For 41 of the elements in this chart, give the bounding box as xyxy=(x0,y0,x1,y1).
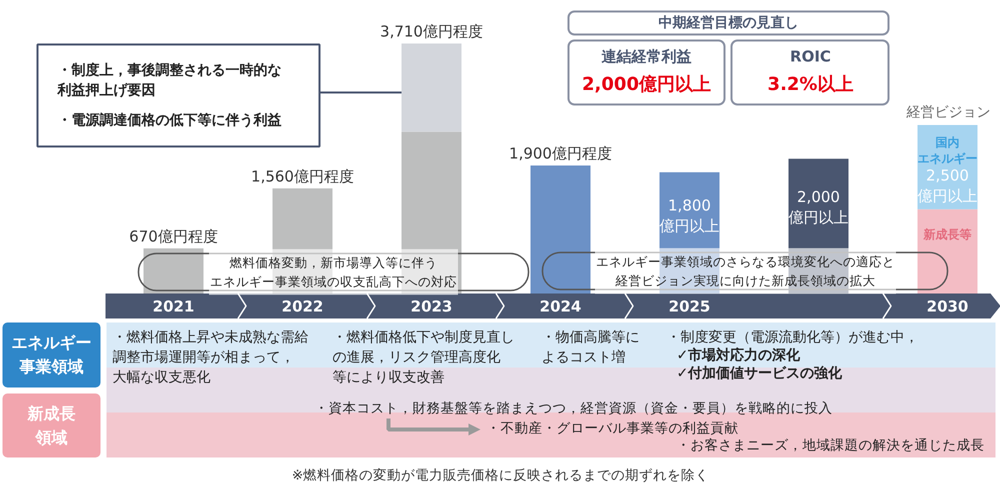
text: 新成長領域 xyxy=(26,404,76,447)
annotation: ・制度上，事後調整される一時的な利益押上げ要因 xyxy=(56,62,282,98)
data-label: 2,000億円以上 xyxy=(788,188,848,227)
text: ✓付加価値サービスの強化 xyxy=(676,366,844,382)
annotation: ・電源調達価格の低下等に伴う利益 xyxy=(58,112,282,128)
bar xyxy=(144,248,204,294)
annotation: 燃料価格変動，新市場導入等に伴うエネルギー事業領域の収支乱高下への対応 xyxy=(210,255,457,289)
text: 中期経営目標の見直し xyxy=(658,15,798,31)
annotation: 連結経常利益 xyxy=(600,48,692,66)
text: ※燃料価格の変動が電力販売価格に反映されるまでの期ずれを除く xyxy=(292,468,710,484)
annotation: 経営ビジョン xyxy=(906,104,990,120)
text: ✓市場対応力の深化 xyxy=(676,346,802,364)
series-label: 国内エネルギー xyxy=(918,135,978,166)
data-label: 1,900億円程度 xyxy=(509,144,612,162)
bar xyxy=(530,165,590,294)
x-tick-label: 2024 xyxy=(540,298,582,316)
bar xyxy=(402,44,462,132)
text: エネルギー事業領域 xyxy=(12,333,92,376)
data-label: 670億円程度 xyxy=(129,227,218,246)
x-tick-label: 2022 xyxy=(282,298,324,316)
bar xyxy=(918,209,978,294)
annotation: 3.2%以上 xyxy=(768,74,854,95)
text: ・お客さまニーズ，地域課題の解決を通じた成長 xyxy=(676,438,984,454)
data-label: 1,560億円程度 xyxy=(251,167,354,186)
total-label: 2,500億円以上 xyxy=(918,166,978,206)
total-label: 3,710億円程度 xyxy=(380,22,483,40)
text: ・燃料価格上昇や未成熟な需給調整市場運開等が相まって，大幅な収支悪化 xyxy=(112,330,308,386)
text: ・物価高騰等によるコスト増 xyxy=(542,330,640,366)
x-tick-label: 2030 xyxy=(926,298,968,316)
annotation: エネルギー事業領域のさらなる環境変化への適応と経営ビジョン実現に向けた新成長領域の拡大 xyxy=(596,254,895,288)
annotation: 2,000億円以上 xyxy=(582,74,711,95)
x-tick-label: 2021 xyxy=(152,298,194,316)
text: ・制度変更（電源流動化等）が進む中， xyxy=(666,330,918,346)
x-tick-label: 2025 xyxy=(668,298,710,316)
text: ・資本コスト，財務基盤等を踏まえつつ，経営資源（資金・要員）を戦略的に投入 xyxy=(314,400,832,416)
text: ・不動産・グローバル事業等の利益貢献 xyxy=(486,420,738,436)
data-label: 1,800億円以上 xyxy=(660,196,720,236)
annotation: ROIC xyxy=(790,48,831,66)
x-tick-label: 2023 xyxy=(410,298,452,316)
text: ・燃料価格低下や制度見直しの進展，リスク管理高度化等により収支改善 xyxy=(332,330,514,386)
series-label: 新成長等 xyxy=(922,228,972,242)
